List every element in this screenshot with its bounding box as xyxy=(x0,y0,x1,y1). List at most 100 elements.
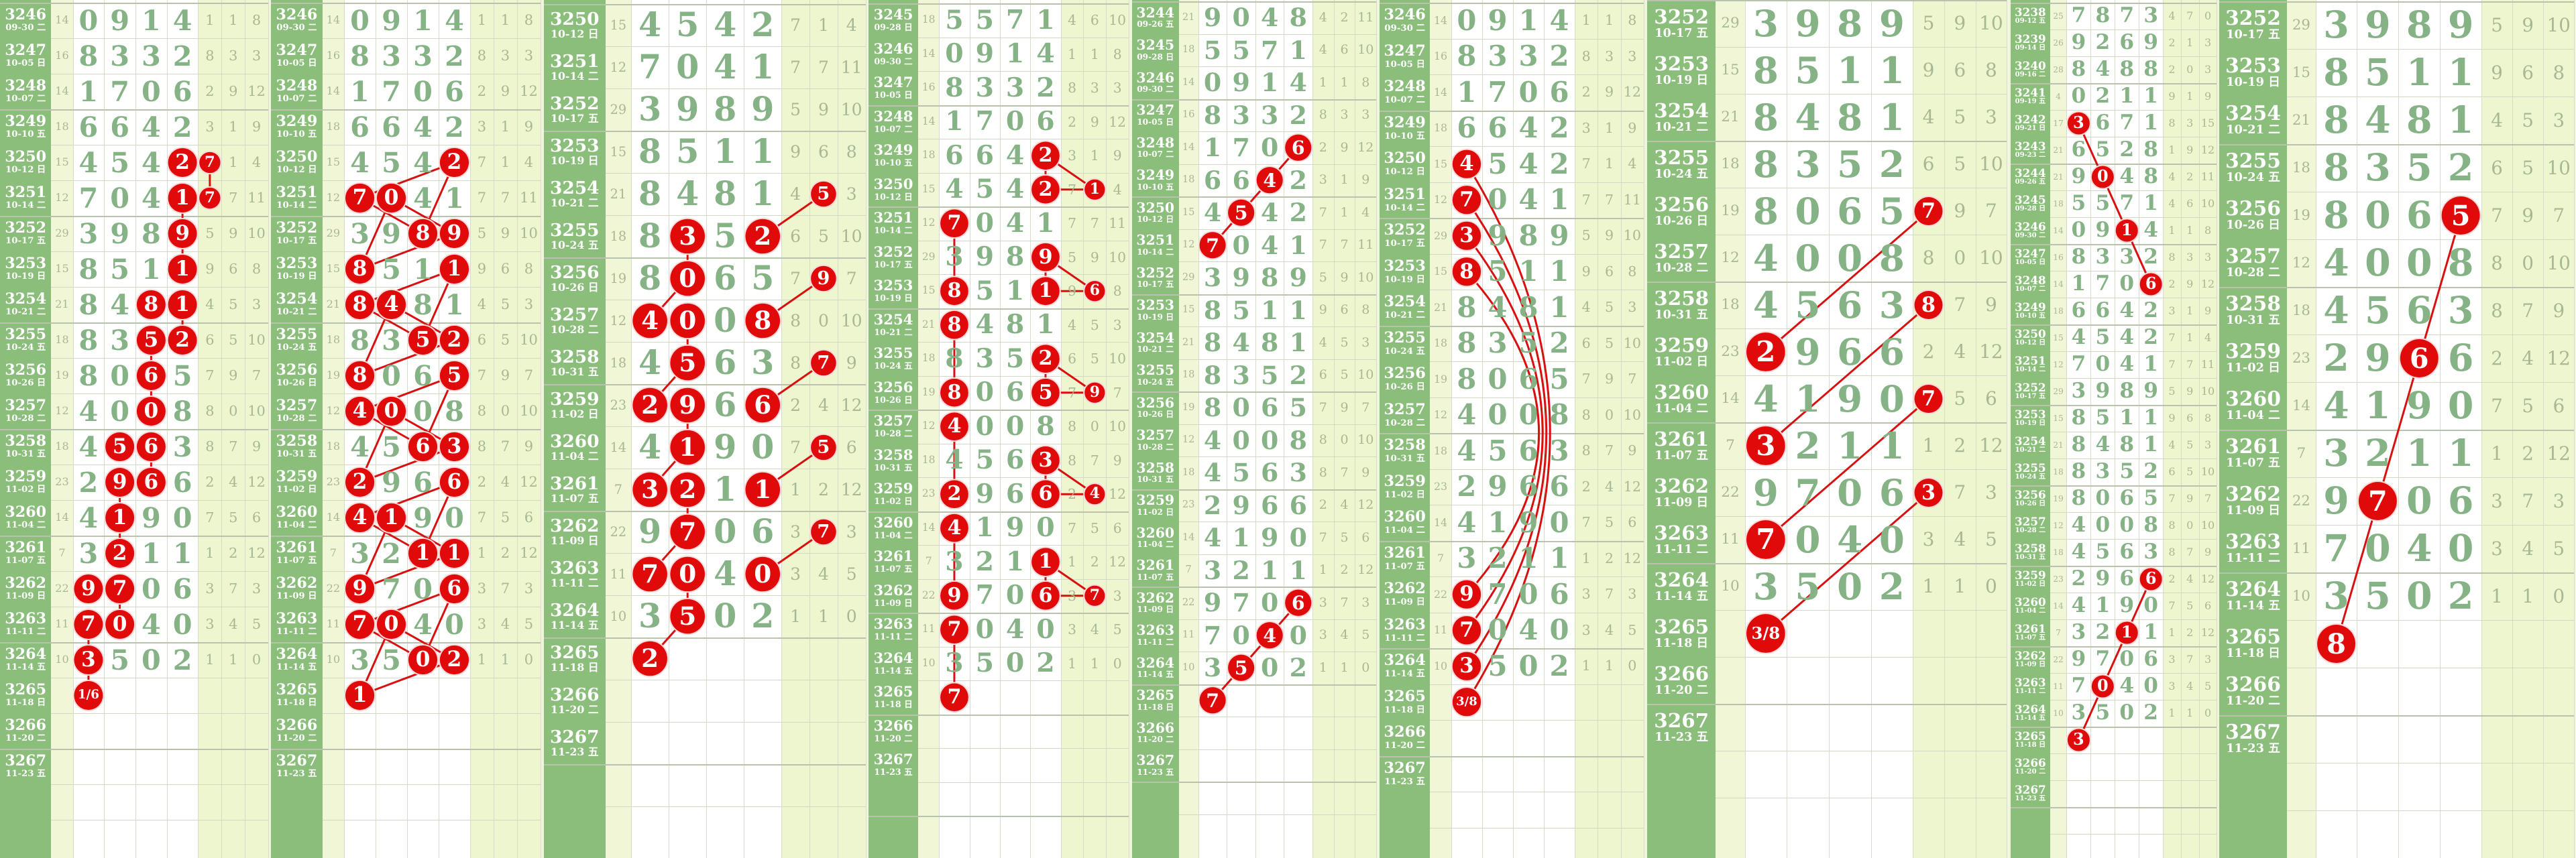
extra-cell: 7 xyxy=(1068,181,1076,198)
digit-cell: 6 xyxy=(2095,298,2111,323)
digit-cell: 4 xyxy=(1518,111,1538,145)
issue-number: 3248 xyxy=(1384,78,1426,96)
extra-cell: 12 xyxy=(2200,143,2215,156)
highlight-mark xyxy=(745,303,781,339)
draw-date: 11-09 日 xyxy=(2226,503,2280,518)
extra-cell: 2 xyxy=(1581,84,1591,101)
digit-cell: 4 xyxy=(638,343,662,382)
highlight-mark xyxy=(136,290,166,319)
sum-value: 15 xyxy=(1433,157,1448,170)
highlight-mark-label: 2 xyxy=(641,389,659,420)
issue-number: 3254 xyxy=(873,311,913,328)
digit-cell: 1 xyxy=(975,512,994,544)
issue-label: 3266 11-20 二 xyxy=(544,685,606,715)
draw-date: 10-31 五 xyxy=(874,462,913,473)
digit-cell: 8 xyxy=(1752,189,1779,233)
extra-cell: 6 xyxy=(1340,302,1349,318)
extra-cell xyxy=(781,680,809,722)
issue-number: 3265 xyxy=(2014,729,2046,743)
issue-number: 3263 xyxy=(2225,530,2282,554)
sum-value: 15 xyxy=(921,182,936,195)
extra-cell: 8 xyxy=(477,402,487,419)
issue-label: 3250 10-12 日 xyxy=(271,149,323,174)
issue-label: 3254 10-21 二 xyxy=(0,292,51,316)
digit-cell: 0 xyxy=(1261,424,1279,455)
digit-cell: 4 xyxy=(638,5,662,44)
digit-cell: 2 xyxy=(172,39,192,72)
digit-cell: 2 xyxy=(1203,489,1222,520)
digit-cell: 9 xyxy=(2071,647,2086,672)
row-divider xyxy=(0,322,268,324)
issue-number: 3255 xyxy=(1654,145,1710,169)
sum-value: 14 xyxy=(55,13,69,27)
pattern-line xyxy=(359,481,455,519)
digit-cell: 9 xyxy=(382,465,401,499)
extra-cell: 12 xyxy=(2546,347,2571,369)
draw-date: 11-23 五 xyxy=(550,745,599,758)
digit-cell: 8 xyxy=(2119,379,2135,404)
digit-cell xyxy=(2440,668,2481,715)
digit-cell: 8 xyxy=(2071,432,2086,457)
highlight-mark-label: 8 xyxy=(352,256,368,281)
highlight-mark-label: 6 xyxy=(754,389,772,420)
digit-cell xyxy=(73,713,105,749)
extra-cell: 5 xyxy=(1361,627,1370,643)
digit-cell: 4 xyxy=(2095,432,2111,457)
issue-label: 3249 10-10 五 xyxy=(0,114,51,139)
issue-label: 3256 10-26 日 xyxy=(1647,194,1716,227)
issue-number: 3256 xyxy=(2014,487,2046,501)
draw-date: 10-21 二 xyxy=(2015,446,2046,454)
extra-cell xyxy=(1913,657,1944,704)
extra-cell: 4 xyxy=(500,615,510,632)
highlight-mark xyxy=(74,646,103,674)
digit-cell: 8 xyxy=(350,323,370,357)
digit-cell: 4 xyxy=(1261,2,1279,33)
digit-cell: 6 xyxy=(350,110,370,143)
digit-cell: 9 xyxy=(2071,164,2086,189)
extra-cell: 0 xyxy=(2204,9,2212,22)
issue-label: 3258 10-31 五 xyxy=(1647,288,1716,321)
digit-cell: 5 xyxy=(751,258,775,298)
extra-cell: 2 xyxy=(2186,625,2194,639)
row-divider xyxy=(544,131,866,132)
highlight-mark-label: 5 xyxy=(447,363,462,387)
digit-cell: 3 xyxy=(1488,40,1508,73)
digit-cell: 9 xyxy=(2119,593,2135,618)
digit-cell: 0 xyxy=(2143,593,2158,618)
sum-value: 18 xyxy=(610,228,627,244)
extra-cell: 7 xyxy=(1985,199,1997,222)
extra-cell: 0 xyxy=(1954,246,1966,269)
grid-line xyxy=(706,0,708,858)
issue-number: 3267 xyxy=(2014,782,2046,796)
digit-cell: 0 xyxy=(2406,479,2432,523)
digit-cell: 9 xyxy=(975,241,994,273)
issue-number: 3258 xyxy=(1654,286,1710,310)
draw-date: 10-14 二 xyxy=(1137,247,1174,257)
sum-value xyxy=(1430,684,1451,721)
extra-cell: 6 xyxy=(524,509,534,526)
highlight-mark-label: 9 xyxy=(1038,245,1053,269)
issue-number: 3257 xyxy=(276,397,318,415)
draw-date: 11-14 五 xyxy=(1655,589,1708,603)
digit-cell: 4 xyxy=(714,47,737,86)
digit-cell: 5 xyxy=(975,275,994,306)
digit-cell: 9 xyxy=(1837,377,1863,420)
digit-cell: 9 xyxy=(1879,1,1905,45)
extra-cell: 1 xyxy=(2491,442,2503,465)
digit-cell: 4 xyxy=(2071,513,2086,538)
digit-cell: 7 xyxy=(2071,674,2086,698)
issue-number: 3242 xyxy=(2014,112,2046,126)
issue-number: 3252 xyxy=(5,219,47,237)
highlight-mark xyxy=(345,609,375,639)
draw-date: 10-10 五 xyxy=(1137,182,1174,192)
digit-cell: 3 xyxy=(638,89,662,129)
issue-label: 3260 11-04 二 xyxy=(869,515,918,540)
digit-cell: 8 xyxy=(413,288,433,321)
issue-label: 3252 10-17 五 xyxy=(1132,265,1179,289)
sum-value: 18 xyxy=(921,149,936,162)
row-divider xyxy=(0,536,268,537)
digit-cell: 1 xyxy=(714,131,737,171)
draw-date: 10-12 日 xyxy=(874,191,913,202)
draw-date: 09-26 五 xyxy=(1137,19,1174,29)
digit-cell: 2 xyxy=(445,110,464,143)
